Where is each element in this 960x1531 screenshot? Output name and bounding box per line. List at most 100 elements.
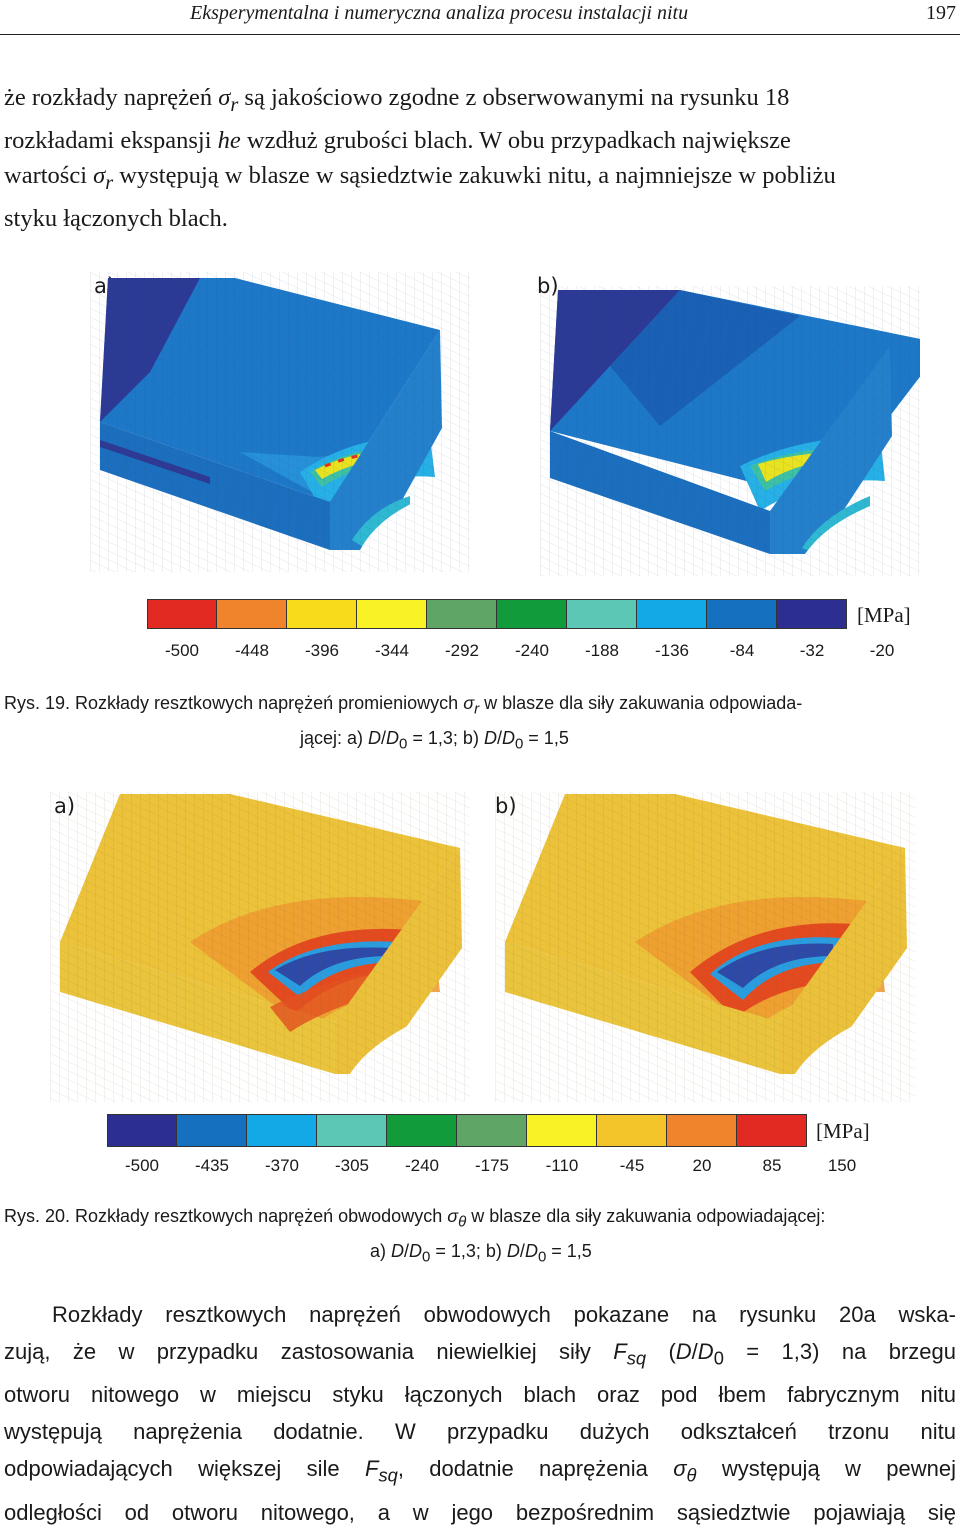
colorbar-cell (217, 599, 287, 629)
fig19-colorbar (147, 599, 847, 629)
colorbar-cell (457, 1114, 527, 1147)
text: a) (370, 1240, 392, 1261)
colorbar-tick-label: -448 (234, 641, 270, 660)
sigma-symbol: σ (93, 161, 106, 189)
subscript: sq (378, 1464, 398, 1486)
subscript: sq (626, 1347, 647, 1369)
colorbar-tick-label: -292 (444, 641, 480, 660)
colorbar-cell (527, 1114, 597, 1147)
fig19b-fem-model (540, 286, 920, 576)
symbol-D: D (697, 1339, 714, 1364)
colorbar-tick-label: -305 (334, 1156, 370, 1175)
text: jącej: a) (300, 727, 369, 748)
subscript: θ (686, 1464, 697, 1486)
colorbar-tick-label: -32 (799, 641, 825, 660)
subscript: 0 (537, 1248, 547, 1266)
fig20-unit: [MPa] (816, 1119, 870, 1143)
intro-paragraph: że rozkłady naprężeń σr są jakościowo zg… (4, 80, 956, 236)
running-title: Eksperymentalna i numeryczna analiza pro… (190, 2, 689, 24)
symbol-D: D (506, 1240, 520, 1261)
text: że rozkłady naprężeń (4, 84, 219, 111)
text: / (691, 1339, 698, 1364)
sigma-symbol: σ (218, 84, 231, 111)
colorbar-cell (497, 599, 567, 629)
fig20-colorbar (107, 1114, 807, 1147)
colorbar-tick-label: -344 (374, 641, 410, 660)
text: = 1,5 (546, 1240, 592, 1261)
fig19a-fem-model (90, 272, 470, 572)
running-header: Eksperymentalna i numeryczna analiza pro… (0, 0, 960, 35)
text: występują w pewnej (696, 1456, 956, 1482)
colorbar-tick-label: 85 (762, 1156, 782, 1175)
subscript: r (230, 93, 239, 116)
symbol-F: F (613, 1339, 627, 1364)
symbol-D: D (524, 1240, 538, 1261)
sigma-symbol: σ (463, 693, 475, 713)
text: w blasze dla siły zakuwania odpowiada- (479, 693, 803, 713)
fig19-caption: Rys. 19. Rozkłady resztkowych naprężeń p… (4, 689, 956, 758)
colorbar-tick-label: -188 (584, 641, 620, 660)
text: występują w blasze w sąsiedztwie zakuwki… (113, 161, 836, 189)
text: rozkładami ekspansji (4, 126, 218, 154)
colorbar-cell (597, 1114, 667, 1147)
colorbar-tick-label: 20 (692, 1156, 712, 1175)
colorbar-tick-label: -136 (654, 641, 690, 660)
colorbar-tick-label: -435 (194, 1156, 230, 1175)
colorbar-tick-label: -240 (404, 1156, 440, 1175)
colorbar-cell (287, 599, 357, 629)
colorbar-cell (567, 599, 637, 629)
text: / (381, 727, 387, 748)
text: , dodatnie naprężenia (397, 1456, 674, 1482)
text: styku łączonych blach. (4, 204, 228, 232)
page-number: 197 (926, 2, 956, 24)
colorbar-cell (357, 599, 427, 629)
colorbar-cell (317, 1114, 387, 1147)
colorbar-tick-label: -500 (164, 641, 200, 660)
body-line-3: otworu nitowego w miejscu styku łączonyc… (4, 1382, 956, 1408)
subscript: r (105, 171, 114, 194)
text: Rys. 20. Rozkłady resztkowych naprężeń o… (4, 1206, 448, 1226)
colorbar-cell (427, 599, 497, 629)
colorbar-tick-label: -20 (869, 641, 895, 660)
text: = 1,3; b) (430, 1240, 507, 1261)
colorbar-cell (177, 1114, 247, 1147)
colorbar-tick-label: -175 (474, 1156, 510, 1175)
text: = 1,3) na brzegu (723, 1339, 956, 1364)
text: są jakościowo zgodne z obserwowanymi na … (238, 84, 790, 111)
body-line-5: odpowiadających większej sile Fsq, dodat… (4, 1450, 956, 1493)
colorbar-tick-label: -500 (124, 1156, 160, 1175)
text: wartości (4, 161, 94, 189)
text: odpowiadających większej sile (4, 1456, 365, 1482)
text: w blasze dla siły zakuwania odpowiadając… (466, 1206, 826, 1226)
symbol-D: D (501, 727, 515, 748)
text: = 1,5 (523, 727, 569, 748)
subscript: 0 (422, 1248, 431, 1266)
text: / (404, 1240, 410, 1261)
body-line-2: zują, że w przypadku zastosowania niewie… (4, 1333, 956, 1376)
fig20b-fem-model (495, 792, 915, 1102)
symbol-D: D (675, 1339, 692, 1364)
text: ( (646, 1339, 676, 1364)
text: wzdłuż grubości blach. W obu przypadkach… (240, 126, 791, 154)
colorbar-tick-label: -370 (264, 1156, 300, 1175)
symbol-D: D (483, 727, 497, 748)
subscript: θ (458, 1213, 467, 1231)
colorbar-cell (707, 599, 777, 629)
colorbar-tick-label: -45 (619, 1156, 645, 1175)
colorbar-tick-label: -396 (304, 641, 340, 660)
fig19-unit: [MPa] (857, 603, 911, 627)
symbol-D: D (409, 1240, 423, 1261)
fig19-colorbar-frame (147, 599, 847, 629)
subscript: 0 (399, 735, 408, 753)
text: = 1,3; b) (407, 727, 484, 748)
subscript: r (474, 700, 480, 718)
symbol-he: he (217, 126, 241, 154)
symbol-D: D (368, 727, 382, 748)
text: / (496, 727, 502, 748)
symbol-D: D (391, 1240, 405, 1261)
colorbar-cell (637, 599, 707, 629)
subscript: 0 (514, 735, 524, 753)
colorbar-tick-label: 150 (827, 1156, 857, 1175)
fig20a-fem-model (50, 792, 470, 1102)
text: zują, że w przypadku zastosowania niewie… (4, 1339, 614, 1364)
